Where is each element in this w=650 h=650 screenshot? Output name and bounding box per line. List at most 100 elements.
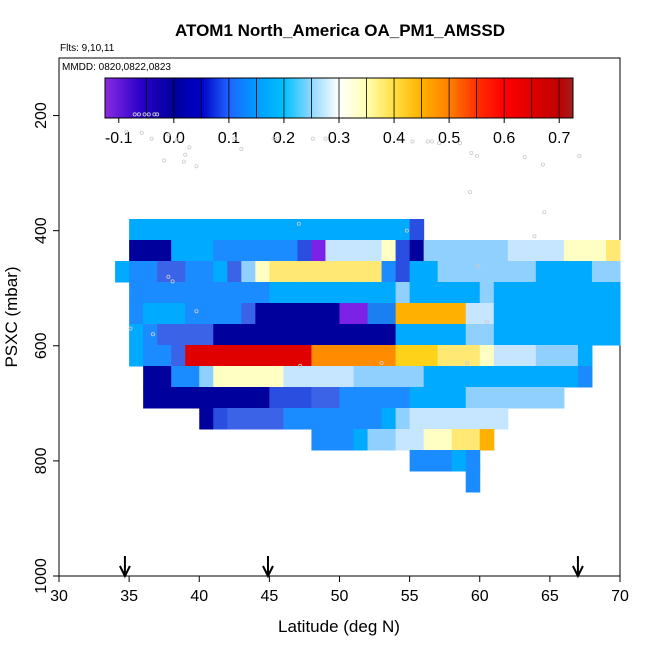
heatmap-cell — [339, 219, 355, 241]
sample-marker — [298, 363, 303, 368]
heatmap-cell — [549, 366, 565, 388]
heatmap-cell — [311, 408, 326, 430]
heatmap-cell — [395, 261, 411, 283]
heatmap-cell — [143, 345, 158, 367]
heatmap-cell — [591, 261, 607, 283]
heatmap-cell — [507, 261, 523, 283]
heatmap-cell — [227, 303, 242, 325]
y-tick-label: 1000 — [33, 558, 50, 594]
heatmap-cell — [521, 282, 537, 304]
heatmap-cell — [465, 471, 481, 493]
heatmap-cell — [255, 303, 270, 325]
heatmap-cell — [549, 303, 565, 325]
sample-marker — [540, 162, 545, 167]
heatmap-cell — [409, 450, 425, 472]
heatmap-cell — [507, 240, 523, 262]
heatmap-cell — [297, 303, 312, 325]
heatmap-cell — [283, 387, 298, 409]
colorbar-tick-label: 0.3 — [328, 130, 350, 147]
heatmap-cell — [185, 219, 200, 241]
heatmap-cell — [507, 387, 523, 409]
heatmap-cell — [269, 387, 284, 409]
arrow-head — [119, 565, 131, 579]
heatmap-cell — [171, 324, 186, 346]
sample-marker — [430, 139, 435, 144]
heatmap-cell — [493, 366, 509, 388]
heatmap-cell — [353, 408, 369, 430]
heatmap-cell — [563, 261, 579, 283]
heatmap-cell — [437, 345, 453, 367]
heatmap-cell — [129, 219, 144, 241]
heatmap-cell — [199, 282, 214, 304]
heatmap-cell — [255, 387, 270, 409]
heatmap-cell — [157, 261, 172, 283]
heatmap-cell — [409, 303, 425, 325]
heatmap-cell — [269, 261, 284, 283]
latitude-arrows — [119, 556, 584, 579]
chart-title: ATOM1 North_America OA_PM1_AMSSD — [175, 21, 505, 40]
heatmap-cell — [563, 240, 579, 262]
heatmap-cell — [437, 282, 453, 304]
sample-marker — [170, 279, 175, 284]
heatmap-cell — [129, 261, 144, 283]
heatmap-cell — [283, 282, 298, 304]
heatmap-cell — [325, 366, 340, 388]
heatmap-cell — [507, 366, 523, 388]
heatmap-cells — [115, 219, 621, 493]
heatmap-cell — [297, 387, 312, 409]
heatmap-cell — [493, 408, 509, 430]
heatmap-cell — [535, 261, 551, 283]
heatmap-cell — [353, 366, 369, 388]
sample-marker — [476, 264, 481, 269]
heatmap-cell — [311, 282, 326, 304]
sample-marker — [458, 141, 463, 146]
heatmap-cell — [367, 429, 383, 451]
heatmap-cell — [451, 408, 467, 430]
heatmap-cell — [409, 429, 425, 451]
heatmap-cell — [577, 345, 593, 367]
colorbar-tick-label: 0.4 — [383, 130, 405, 147]
heatmap-cell — [241, 387, 256, 409]
heatmap-cell — [199, 366, 214, 388]
heatmap-cell — [143, 261, 158, 283]
heatmap-cell — [465, 303, 481, 325]
heatmap-cell — [353, 345, 369, 367]
heatmap-cell — [241, 366, 256, 388]
heatmap-cell — [395, 366, 411, 388]
heatmap-cell — [241, 408, 256, 430]
heatmap-cell — [493, 303, 509, 325]
heatmap-cell — [171, 366, 186, 388]
colorbar-tick-label: 0.0 — [163, 130, 185, 147]
heatmap-cell — [297, 324, 312, 346]
heatmap-cell — [479, 429, 495, 451]
heatmap-cell — [339, 282, 355, 304]
sample-marker — [166, 132, 171, 137]
heatmap-cell — [269, 282, 284, 304]
heatmap-cell — [353, 303, 369, 325]
sample-marker — [146, 112, 151, 117]
heatmap-cell — [381, 261, 397, 283]
heatmap-cell — [311, 387, 326, 409]
sample-marker — [136, 112, 141, 117]
heatmap-cell — [241, 261, 256, 283]
x-tick-label: 55 — [401, 588, 419, 605]
heatmap-cell — [451, 240, 467, 262]
heatmap-cell — [563, 282, 579, 304]
sample-marker — [404, 228, 409, 233]
heatmap-cell — [157, 345, 172, 367]
heatmap-cell — [339, 387, 355, 409]
y-tick-label: 400 — [33, 217, 50, 244]
heatmap-cell — [605, 324, 621, 346]
heatmap-cell — [493, 282, 509, 304]
heatmap-cell — [171, 219, 186, 241]
heatmap-cell — [227, 219, 242, 241]
heatmap-cell — [269, 345, 284, 367]
heatmap-cell — [367, 387, 383, 409]
heatmap-cell — [311, 366, 326, 388]
sample-marker — [577, 153, 582, 158]
heatmap-cell — [283, 324, 298, 346]
colorbar: -0.1 0.0 0.1 0.2 0.3 0.4 0.5 0.6 0.7 — [104, 77, 574, 147]
heatmap-cell — [325, 240, 340, 262]
heatmap-cell — [143, 366, 158, 388]
heatmap-cell — [395, 303, 411, 325]
